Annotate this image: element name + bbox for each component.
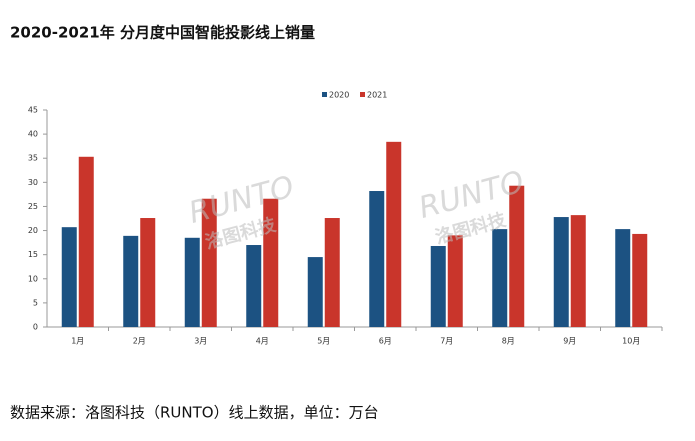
y-tick-label: 25 (28, 202, 38, 211)
bar (615, 229, 631, 327)
x-tick-label: 10月 (622, 337, 640, 346)
bar (324, 218, 340, 327)
bar (123, 235, 139, 327)
bar (246, 245, 262, 327)
bar (386, 141, 402, 327)
bar (570, 215, 586, 327)
bar (632, 233, 648, 327)
x-tick-label: 6月 (379, 337, 392, 346)
legend-label: 2020 (329, 91, 349, 100)
x-tick-label: 1月 (71, 337, 84, 346)
y-tick-label: 0 (33, 323, 38, 332)
y-tick-label: 45 (28, 106, 38, 115)
legend-swatch (322, 92, 327, 97)
bar (78, 156, 94, 327)
bar (509, 185, 525, 327)
x-tick-label: 7月 (440, 337, 453, 346)
bar (184, 237, 200, 327)
x-tick-label: 2月 (133, 337, 146, 346)
bar (430, 245, 446, 327)
legend-label: 2021 (367, 91, 387, 100)
y-tick-label: 40 (28, 130, 38, 139)
source-note: 数据来源：洛图科技（RUNTO）线上数据，单位：万台 (10, 404, 379, 422)
y-tick-label: 10 (28, 274, 38, 283)
y-tick-label: 30 (28, 178, 38, 187)
bar (140, 218, 156, 327)
bar (447, 235, 463, 327)
y-tick-label: 35 (28, 154, 38, 163)
y-tick-label: 20 (28, 226, 38, 235)
bar (307, 257, 323, 327)
y-tick-label: 15 (28, 250, 38, 259)
y-tick-label: 5 (33, 298, 38, 307)
bar (369, 191, 385, 327)
bar (201, 198, 217, 327)
bar (61, 227, 77, 327)
bar (492, 229, 508, 327)
x-tick-label: 3月 (194, 337, 207, 346)
x-tick-label: 4月 (256, 337, 269, 346)
x-tick-label: 8月 (502, 337, 515, 346)
x-tick-label: 5月 (317, 337, 330, 346)
chart-title: 2020-2021年 分月度中国智能投影线上销量 (10, 24, 315, 42)
x-tick-label: 9月 (563, 337, 576, 346)
bar (263, 198, 279, 327)
bar (553, 217, 569, 327)
legend-swatch (360, 92, 365, 97)
